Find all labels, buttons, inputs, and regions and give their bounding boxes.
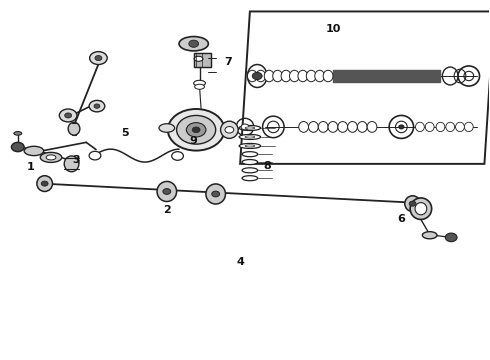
Circle shape — [90, 51, 107, 64]
Ellipse shape — [290, 70, 299, 82]
Circle shape — [172, 152, 183, 160]
Ellipse shape — [273, 70, 282, 82]
Ellipse shape — [206, 184, 225, 204]
Ellipse shape — [264, 70, 274, 82]
Ellipse shape — [239, 143, 261, 148]
Polygon shape — [240, 12, 490, 164]
Ellipse shape — [318, 122, 328, 132]
Ellipse shape — [40, 152, 62, 162]
Text: 5: 5 — [122, 129, 129, 138]
Ellipse shape — [242, 176, 258, 181]
Circle shape — [212, 191, 220, 197]
Text: 8: 8 — [263, 161, 271, 171]
Circle shape — [168, 109, 224, 150]
Ellipse shape — [446, 122, 455, 132]
Circle shape — [59, 109, 77, 122]
Ellipse shape — [220, 121, 238, 138]
Ellipse shape — [256, 70, 266, 82]
Circle shape — [163, 189, 171, 194]
Ellipse shape — [309, 122, 318, 132]
Circle shape — [89, 151, 101, 160]
Ellipse shape — [242, 152, 258, 157]
Ellipse shape — [242, 168, 258, 173]
Ellipse shape — [410, 198, 432, 220]
Text: 7: 7 — [224, 57, 232, 67]
Ellipse shape — [281, 70, 291, 82]
Text: 2: 2 — [163, 206, 171, 216]
Ellipse shape — [299, 122, 309, 132]
Circle shape — [192, 127, 200, 133]
Circle shape — [252, 72, 262, 80]
Ellipse shape — [195, 84, 204, 89]
Circle shape — [445, 233, 457, 242]
Circle shape — [189, 40, 198, 47]
Ellipse shape — [405, 196, 420, 212]
Ellipse shape — [416, 122, 424, 132]
Circle shape — [225, 127, 234, 133]
Ellipse shape — [245, 145, 255, 147]
Circle shape — [41, 181, 48, 186]
Text: 4: 4 — [236, 257, 244, 267]
Ellipse shape — [415, 203, 427, 215]
Ellipse shape — [298, 70, 308, 82]
Text: 9: 9 — [190, 136, 197, 145]
Circle shape — [409, 201, 416, 206]
Ellipse shape — [159, 124, 174, 132]
Ellipse shape — [357, 122, 367, 132]
Ellipse shape — [245, 127, 255, 129]
Circle shape — [89, 100, 105, 112]
Ellipse shape — [347, 122, 357, 132]
Ellipse shape — [157, 181, 176, 202]
Ellipse shape — [194, 56, 203, 61]
Circle shape — [186, 123, 206, 137]
Ellipse shape — [247, 70, 257, 82]
Ellipse shape — [328, 122, 338, 132]
Ellipse shape — [239, 134, 261, 139]
Ellipse shape — [456, 122, 465, 132]
Ellipse shape — [338, 122, 347, 132]
Ellipse shape — [425, 122, 434, 132]
Ellipse shape — [323, 70, 333, 82]
Circle shape — [65, 113, 72, 118]
Circle shape — [241, 124, 249, 130]
Ellipse shape — [315, 70, 324, 82]
Circle shape — [95, 55, 102, 60]
Circle shape — [11, 142, 24, 152]
Text: 10: 10 — [325, 24, 341, 35]
Circle shape — [94, 104, 100, 108]
Text: 6: 6 — [397, 215, 405, 224]
Ellipse shape — [37, 176, 52, 192]
Ellipse shape — [179, 37, 208, 51]
Ellipse shape — [194, 80, 205, 86]
Ellipse shape — [14, 132, 22, 135]
Text: 1: 1 — [27, 162, 35, 172]
Ellipse shape — [245, 136, 255, 138]
Ellipse shape — [68, 122, 80, 135]
Ellipse shape — [24, 146, 44, 156]
Ellipse shape — [242, 159, 258, 165]
Ellipse shape — [239, 126, 261, 131]
Ellipse shape — [306, 70, 316, 82]
Ellipse shape — [465, 122, 473, 132]
Circle shape — [176, 116, 216, 144]
Ellipse shape — [367, 122, 377, 132]
Circle shape — [399, 125, 404, 129]
Ellipse shape — [422, 231, 437, 239]
Ellipse shape — [436, 122, 445, 132]
Ellipse shape — [46, 155, 56, 160]
Text: 3: 3 — [73, 155, 80, 165]
Ellipse shape — [64, 156, 79, 172]
